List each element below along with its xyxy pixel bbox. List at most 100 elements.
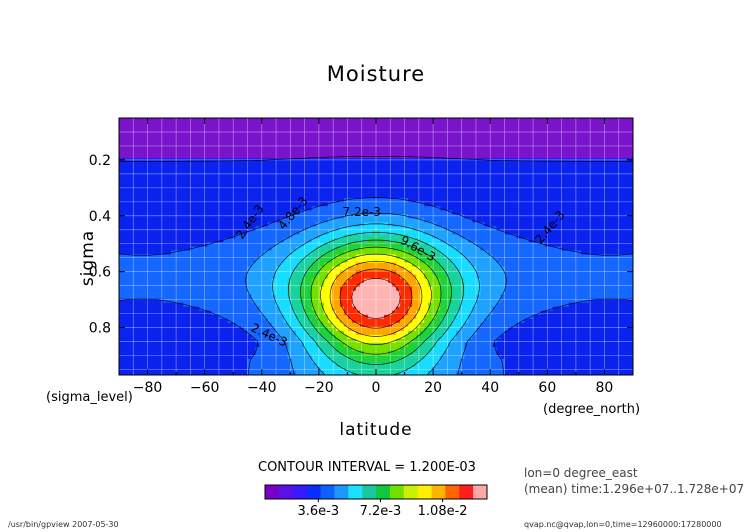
contour-cell xyxy=(319,254,325,260)
contour-cell xyxy=(456,154,461,159)
contour-cell xyxy=(307,234,313,240)
contour-cell xyxy=(452,234,457,240)
contour-cell xyxy=(536,258,542,264)
contour-cell xyxy=(580,170,586,175)
contour-cell xyxy=(147,122,152,127)
contour-cell xyxy=(608,150,614,155)
contour-cell xyxy=(600,158,606,163)
contour-cell xyxy=(484,190,490,195)
contour-cell xyxy=(251,222,257,228)
contour-cell xyxy=(564,218,570,224)
contour-cell xyxy=(508,262,514,268)
contour-cell xyxy=(528,138,534,143)
contour-cell xyxy=(291,154,297,159)
contour-cell xyxy=(448,238,453,244)
contour-cell xyxy=(440,262,445,268)
contour-cell xyxy=(480,242,486,248)
contour-cell xyxy=(179,174,184,179)
contour-cell xyxy=(335,214,341,219)
contour-cell xyxy=(151,250,156,256)
contour-cell xyxy=(468,262,473,268)
contour-cell xyxy=(335,126,341,131)
contour-cell xyxy=(223,170,229,175)
contour-cell xyxy=(548,218,554,224)
contour-cell xyxy=(484,234,490,240)
contour-cell xyxy=(207,238,212,244)
contour-cell xyxy=(448,138,453,143)
contour-cell xyxy=(560,178,566,183)
contour-cell xyxy=(628,242,633,248)
contour-cell xyxy=(580,186,586,191)
contour-cell xyxy=(147,118,152,123)
contour-cell xyxy=(359,130,365,135)
contour-cell xyxy=(231,262,237,268)
contour-cell xyxy=(536,206,542,211)
contour-cell xyxy=(432,210,437,215)
contour-cell xyxy=(576,158,582,163)
contour-cell xyxy=(620,178,626,183)
contour-cell xyxy=(367,238,373,244)
contour-cell xyxy=(624,222,630,228)
contour-cell xyxy=(568,118,574,123)
contour-cell xyxy=(504,154,510,159)
contour-cell xyxy=(408,262,413,268)
contour-cell xyxy=(404,186,409,191)
contour-cell xyxy=(299,218,305,224)
contour-cell xyxy=(396,250,401,256)
contour-cell xyxy=(259,170,265,175)
contour-cell xyxy=(131,178,136,183)
contour-cell xyxy=(279,194,285,199)
contour-cell xyxy=(327,230,333,236)
contour-cell xyxy=(331,246,337,252)
contour-cell xyxy=(135,190,140,195)
contour-cell xyxy=(347,218,353,224)
contour-cell xyxy=(408,230,413,236)
contour-cell xyxy=(484,230,490,236)
contour-cell xyxy=(123,234,128,240)
contour-cell xyxy=(347,242,353,248)
contour-cell xyxy=(580,238,586,244)
contour-cell xyxy=(460,266,465,272)
contour-cell xyxy=(179,214,184,219)
contour-cell xyxy=(564,118,570,123)
contour-cell xyxy=(359,214,365,219)
contour-cell xyxy=(311,186,317,191)
contour-cell xyxy=(592,202,598,207)
contour-cell xyxy=(303,130,309,135)
contour-cell xyxy=(131,190,136,195)
contour-cell xyxy=(203,262,208,268)
contour-cell xyxy=(367,166,373,171)
contour-cell xyxy=(311,122,317,127)
contour-cell xyxy=(592,210,598,215)
contour-cell xyxy=(388,158,393,163)
contour-cell xyxy=(335,254,341,260)
contour-cell xyxy=(135,150,140,155)
contour-cell xyxy=(123,250,128,256)
contour-cell xyxy=(175,250,180,256)
contour-cell xyxy=(211,234,216,240)
contour-cell xyxy=(508,234,514,240)
contour-cell xyxy=(396,246,401,252)
contour-cell xyxy=(179,198,184,203)
contour-cell xyxy=(552,242,558,248)
contour-cell xyxy=(596,218,602,224)
contour-cell xyxy=(183,162,188,167)
contour-cell xyxy=(335,174,341,179)
contour-cell xyxy=(392,210,397,215)
contour-cell xyxy=(464,126,469,131)
contour-cell xyxy=(119,242,124,248)
contour-cell xyxy=(243,190,249,195)
contour-cell xyxy=(171,230,176,236)
contour-cell xyxy=(496,138,502,143)
contour-cell xyxy=(584,182,590,187)
contour-cell xyxy=(408,178,413,183)
contour-cell xyxy=(428,226,433,232)
contour-cell xyxy=(400,238,405,244)
contour-cell xyxy=(568,130,574,135)
contour-cell xyxy=(351,198,357,203)
contour-cell xyxy=(275,150,281,155)
contour-cell xyxy=(516,118,522,123)
contour-cell xyxy=(424,246,429,252)
contour-cell xyxy=(363,150,369,155)
contour-cell xyxy=(183,118,188,123)
